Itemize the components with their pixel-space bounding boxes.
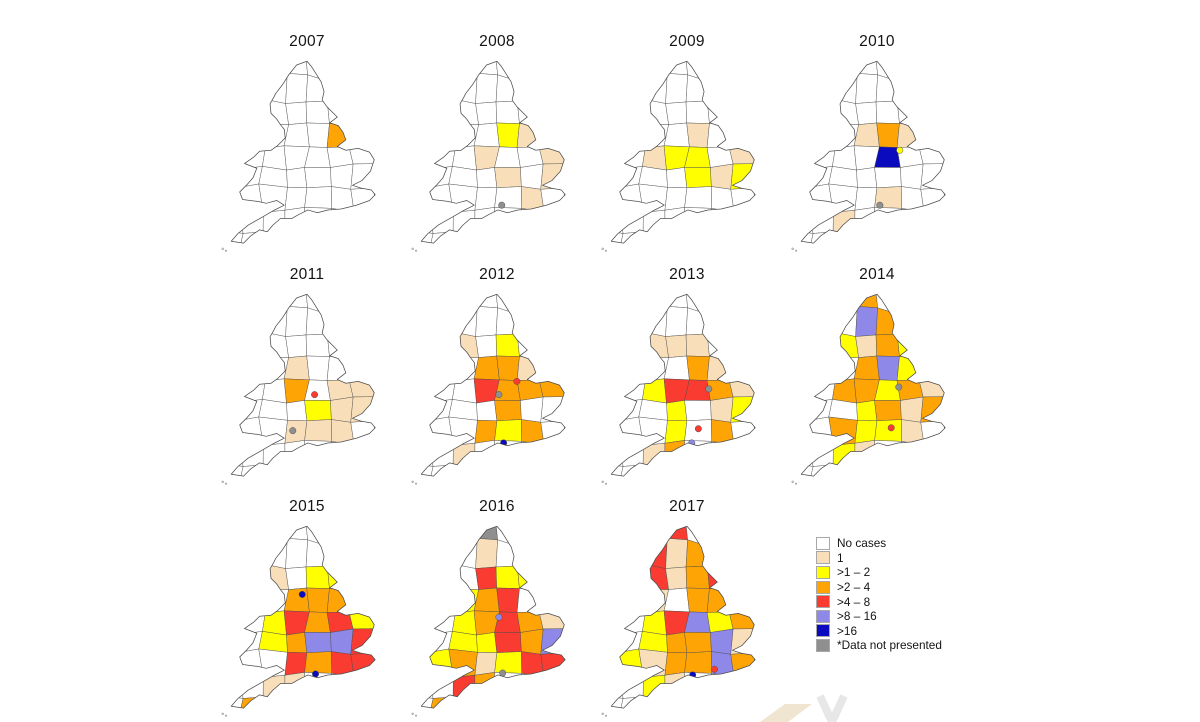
county-cells <box>421 61 566 244</box>
map-year-title: 2014 <box>859 265 895 283</box>
map-panel-2013: 2013 <box>592 263 782 489</box>
legend-swatch-p <box>816 609 830 623</box>
coast-outline <box>610 525 756 709</box>
scilly-isles <box>221 480 227 485</box>
map-year-title: 2010 <box>859 33 895 50</box>
legend-label: >1 – 2 <box>837 565 871 580</box>
county-cells <box>231 61 376 244</box>
choropleth-map <box>601 60 756 252</box>
scilly-isles <box>411 480 417 485</box>
choropleth-map <box>411 525 566 717</box>
legend-item-n: No cases <box>816 536 942 551</box>
map-year-title: 2013 <box>669 265 705 283</box>
scilly-isles <box>221 712 227 717</box>
county-cells <box>421 293 566 476</box>
map-panel-2007: 2007 <box>212 30 402 256</box>
map-year-title: 2017 <box>669 498 705 515</box>
legend-item-1: 1 <box>816 551 942 566</box>
legend-item-b: >16 <box>816 624 942 639</box>
choropleth-map <box>221 525 376 717</box>
legend-label: No cases <box>837 536 887 551</box>
legend-swatch-y <box>816 565 830 579</box>
city-dots <box>498 201 506 209</box>
map-panel-2014: 2014 <box>782 263 972 489</box>
scilly-isles <box>411 712 417 717</box>
county-cells <box>231 526 376 709</box>
coast-outline <box>800 293 946 476</box>
legend-label: >4 – 8 <box>837 594 871 609</box>
legend-item-o: >2 – 4 <box>816 580 942 595</box>
legend-swatch-b <box>816 624 830 638</box>
county-cells <box>801 61 946 244</box>
map-year-title: 2008 <box>479 33 515 50</box>
map-panel-2015: 2015 <box>212 495 402 721</box>
legend-swatch-o <box>816 580 830 594</box>
city-dots <box>887 383 903 431</box>
legend-item-y: >1 – 2 <box>816 565 942 580</box>
county-cells <box>231 293 376 476</box>
coast-outline <box>420 60 566 244</box>
choropleth-map <box>791 293 946 485</box>
scilly-isles <box>791 247 797 252</box>
city-dots <box>876 146 904 209</box>
legend-label: >16 <box>837 623 858 638</box>
county-cells <box>611 293 756 476</box>
legend-label: *Data not presented <box>837 638 942 653</box>
scilly-isles <box>601 712 607 717</box>
county-cells <box>421 526 566 709</box>
legend-swatch-1 <box>816 551 830 565</box>
coast-outline <box>420 525 566 709</box>
watermark-fragment <box>760 694 848 722</box>
coast-outline <box>610 293 756 476</box>
map-panel-2017: 2017 <box>592 495 782 721</box>
coast-outline <box>800 60 946 244</box>
legend-item-x: *Data not presented <box>816 638 942 653</box>
coast-outline <box>610 60 756 244</box>
choropleth-map <box>791 60 946 252</box>
legend-swatch-n <box>816 536 830 550</box>
scilly-isles <box>221 247 227 252</box>
map-panel-2012: 2012 <box>402 263 592 489</box>
legend-label: >8 – 16 <box>837 609 877 624</box>
choropleth-map <box>411 293 566 485</box>
choropleth-map <box>221 293 376 485</box>
legend-item-p: >8 – 16 <box>816 609 942 624</box>
map-year-title: 2012 <box>479 265 515 283</box>
map-year-title: 2009 <box>669 33 705 50</box>
legend-item-r: >4 – 8 <box>816 594 942 609</box>
coast-outline <box>230 525 376 709</box>
city-dots <box>289 390 319 434</box>
scilly-isles <box>601 247 607 252</box>
county-cells <box>611 526 756 709</box>
scilly-isles <box>791 480 797 485</box>
legend: No cases 1 >1 – 2 >2 – 4 >4 – 8 >8 – 16 >16 *Da… <box>816 536 942 653</box>
map-panel-2011: 2011 <box>212 263 402 489</box>
map-year-title: 2007 <box>289 33 325 50</box>
coast-outline <box>230 293 376 476</box>
map-panel-2016: 2016 <box>402 495 592 721</box>
map-panel-2010: 2010 <box>782 30 972 256</box>
coast-outline <box>230 60 376 244</box>
county-cells <box>611 61 756 244</box>
coast-outline <box>420 293 566 476</box>
legend-label: 1 <box>837 550 844 565</box>
legend-swatch-x <box>816 638 830 652</box>
map-panel-2008: 2008 <box>402 30 592 256</box>
county-cells <box>801 293 946 476</box>
choropleth-map <box>221 60 376 252</box>
choropleth-map <box>411 60 566 252</box>
map-year-title: 2015 <box>289 498 325 515</box>
legend-label: >2 – 4 <box>837 580 871 595</box>
map-panel-2009: 2009 <box>592 30 782 256</box>
choropleth-map <box>601 525 756 717</box>
choropleth-map <box>601 293 756 485</box>
scilly-isles <box>411 247 417 252</box>
map-year-title: 2016 <box>479 498 515 515</box>
scilly-isles <box>601 480 607 485</box>
legend-swatch-r <box>816 595 830 609</box>
map-year-title: 2011 <box>289 265 325 283</box>
